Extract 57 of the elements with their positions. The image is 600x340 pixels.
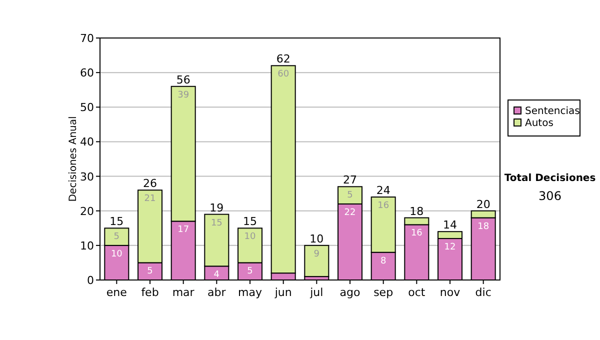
y-tick-label: 10 <box>80 239 94 252</box>
x-tick-label: mar <box>172 286 195 299</box>
text: 306 <box>538 189 562 203</box>
data-label: 8 <box>380 256 386 266</box>
x-tick-label: abr <box>208 286 226 299</box>
total-label: 24 <box>376 184 390 198</box>
y-tick-label: 70 <box>80 32 94 45</box>
data-label: 12 <box>444 242 456 253</box>
data-label: 5 <box>147 266 153 277</box>
x-tick-label: jul <box>309 286 324 299</box>
data-label: 4 <box>214 270 220 280</box>
data-label: 9 <box>314 249 320 260</box>
legend-label: Sentencias <box>525 106 580 117</box>
total-label: 15 <box>243 215 257 228</box>
x-tick-label: dic <box>475 286 492 299</box>
x-tick-label: ago <box>340 286 360 299</box>
data-label: 39 <box>178 90 190 100</box>
y-tick-label: 60 <box>80 66 94 80</box>
data-label: 16 <box>378 201 390 212</box>
x-tick-label: feb <box>141 286 159 299</box>
data-label: 15 <box>210 218 222 228</box>
data-label: 60 <box>278 70 290 80</box>
y-tick-label: 20 <box>80 204 94 218</box>
data-label: 5 <box>247 266 253 277</box>
y-tick-label: 0 <box>87 274 94 287</box>
total-label: 15 <box>110 215 124 228</box>
x-tick-label: nov <box>440 286 461 299</box>
total-label: 27 <box>343 174 357 187</box>
data-label: 18 <box>478 222 490 232</box>
y-tick-label: 50 <box>80 101 94 114</box>
legend-label: Autos <box>525 118 554 129</box>
total-label: 20 <box>476 198 490 211</box>
x-tick-label: ene <box>106 286 128 299</box>
data-label: 10 <box>110 249 123 260</box>
x-tick-label: oct <box>408 286 426 299</box>
total-label: 18 <box>410 204 424 218</box>
total-label: 14 <box>443 218 457 232</box>
y-tick-label: 40 <box>80 136 94 149</box>
data-label: 10 <box>244 232 256 242</box>
data-label: 22 <box>344 208 356 218</box>
bar <box>304 244 330 278</box>
total-label: 62 <box>276 52 290 66</box>
total-label: 26 <box>143 177 157 190</box>
x-tick-label: jun <box>274 286 292 299</box>
y-axis-title: Decisiones Anual <box>68 116 79 202</box>
y-tick-label: 30 <box>80 170 94 184</box>
total-label: 56 <box>176 73 190 86</box>
x-tick-label: sep <box>374 286 394 299</box>
data-label: 5 <box>114 232 120 242</box>
data-label: 21 <box>144 194 156 204</box>
total-label: 10 <box>310 232 324 246</box>
x-tick-label: may <box>238 286 262 299</box>
data-label: 5 <box>347 190 353 201</box>
data-label: 17 <box>178 225 190 236</box>
total-label: 19 <box>210 201 224 214</box>
data-label: 16 <box>410 228 423 239</box>
text: Total Decisiones <box>504 173 596 184</box>
